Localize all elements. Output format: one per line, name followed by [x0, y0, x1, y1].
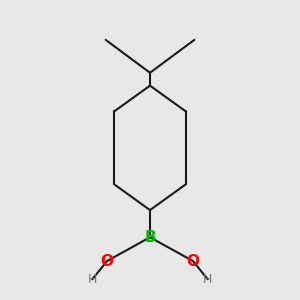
- Text: H: H: [203, 273, 212, 286]
- Text: H: H: [88, 273, 97, 286]
- Text: O: O: [186, 254, 200, 268]
- Text: B: B: [144, 230, 156, 245]
- Text: O: O: [100, 254, 114, 268]
